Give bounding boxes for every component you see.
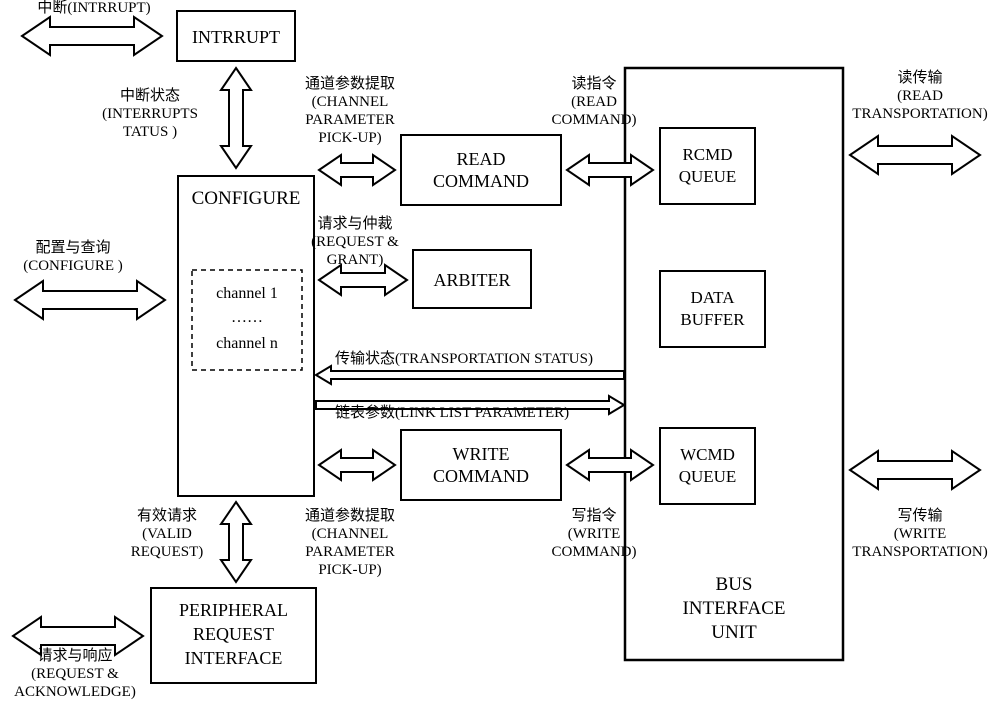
svg-text:通道参数提取: 通道参数提取 [305,507,395,524]
svg-text:读传输: 读传输 [897,69,942,86]
svg-text:(INTERRUPTS: (INTERRUPTS [102,106,198,122]
svg-text:链表参数(LINK LIST PARAMETER): 链表参数(LINK LIST PARAMETER) [335,404,569,421]
svg-text:TATUS ): TATUS ) [123,124,177,140]
svg-text:有效请求: 有效请求 [137,507,197,524]
svg-text:TRANSPORTATION): TRANSPORTATION) [852,106,987,122]
svg-text:(CHANNEL: (CHANNEL [312,94,389,110]
svg-text:(CONFIGURE ): (CONFIGURE ) [23,258,123,274]
svg-text:配置与查询: 配置与查询 [35,239,110,256]
svg-text:(REQUEST &: (REQUEST & [311,234,399,250]
svg-text:……: …… [231,309,263,326]
svg-text:(CHANNEL: (CHANNEL [312,526,389,542]
svg-text:传输状态(TRANSPORTATION STATUS): 传输状态(TRANSPORTATION STATUS) [335,350,593,367]
svg-text:中断(INTRRUPT): 中断(INTRRUPT) [37,0,150,16]
svg-text:COMMAND: COMMAND [433,171,529,191]
svg-text:(WRITE: (WRITE [894,526,946,542]
svg-text:INTRRUPT: INTRRUPT [192,27,280,47]
svg-text:请求与仲裁: 请求与仲裁 [317,215,392,232]
svg-text:channel n: channel n [216,335,278,352]
svg-text:ARBITER: ARBITER [433,270,510,290]
svg-text:INTERFACE: INTERFACE [185,648,283,668]
svg-text:BUFFER: BUFFER [680,310,745,329]
svg-text:COMMAND: COMMAND [433,466,529,486]
svg-text:COMMAND): COMMAND) [551,112,636,128]
svg-text:REQUEST): REQUEST) [131,544,204,560]
svg-text:(READ: (READ [571,94,617,110]
svg-text:通道参数提取: 通道参数提取 [305,75,395,92]
svg-text:(READ: (READ [897,88,943,104]
svg-text:QUEUE: QUEUE [679,167,737,186]
svg-text:ACKNOWLEDGE): ACKNOWLEDGE) [14,684,136,700]
svg-text:REQUEST: REQUEST [193,624,274,644]
svg-text:中断状态: 中断状态 [120,87,180,104]
svg-text:CONFIGURE: CONFIGURE [192,188,301,209]
svg-text:DATA: DATA [691,288,736,307]
svg-text:GRANT): GRANT) [327,252,384,268]
svg-text:请求与响应: 请求与响应 [37,646,112,664]
svg-text:QUEUE: QUEUE [679,467,737,486]
svg-text:RCMD: RCMD [682,145,732,164]
svg-text:INTERFACE: INTERFACE [682,598,785,619]
svg-text:channel 1: channel 1 [216,285,278,302]
svg-text:(VALID: (VALID [142,526,192,542]
svg-text:WRITE: WRITE [453,444,510,464]
svg-text:PICK-UP): PICK-UP) [318,130,381,146]
svg-text:(REQUEST &: (REQUEST & [31,666,119,682]
svg-text:PARAMETER: PARAMETER [305,112,394,128]
svg-text:COMMAND): COMMAND) [551,544,636,560]
svg-text:TRANSPORTATION): TRANSPORTATION) [852,544,987,560]
svg-text:写传输: 写传输 [897,507,942,524]
svg-text:WCMD: WCMD [680,445,735,464]
svg-text:BUS: BUS [716,574,753,595]
svg-text:UNIT: UNIT [711,622,757,643]
svg-text:READ: READ [457,149,506,169]
svg-text:PARAMETER: PARAMETER [305,544,394,560]
svg-text:PICK-UP): PICK-UP) [318,562,381,578]
svg-text:写指令: 写指令 [571,507,616,524]
svg-text:读指令: 读指令 [571,75,616,92]
svg-text:PERIPHERAL: PERIPHERAL [179,600,288,620]
svg-text:(WRITE: (WRITE [568,526,620,542]
